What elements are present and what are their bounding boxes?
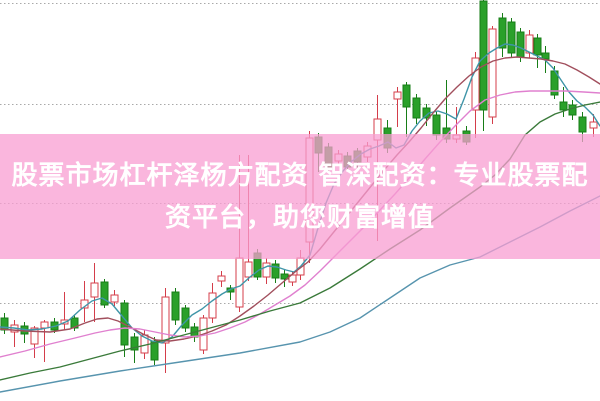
promo-text-line1: 股票市场杠杆泽杨方配资 智深配资：专业股票配 — [11, 160, 589, 191]
promo-text-line2: 资平台，助您财富增值 — [164, 202, 435, 233]
promo-banner: 股票市场杠杆泽杨方配资 智深配资：专业股票配 资平台，助您财富增值 — [0, 134, 600, 259]
